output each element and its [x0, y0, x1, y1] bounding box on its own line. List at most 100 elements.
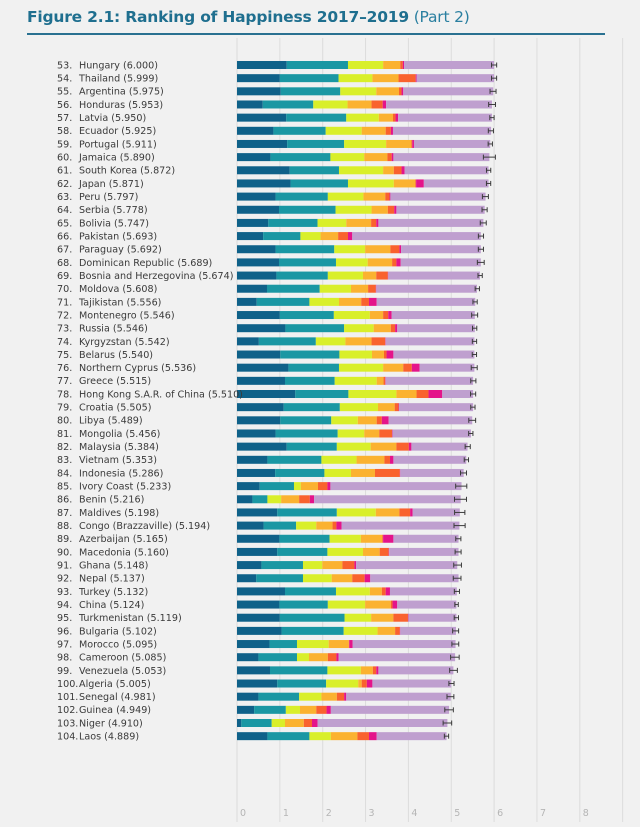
- bar-segment-5: [381, 587, 386, 596]
- bar-row: [237, 508, 466, 517]
- bar-segment-5: [332, 521, 337, 530]
- bar-segment-4: [322, 561, 343, 570]
- bar-segment-4: [321, 692, 337, 701]
- bar-segment-6: [388, 311, 392, 320]
- bar-row: [237, 653, 460, 662]
- country-label: Indonesia (5.286): [79, 468, 163, 479]
- bar-segment-6: [347, 232, 353, 241]
- bar-segment-2: [286, 61, 348, 69]
- bar-segment-1: [237, 600, 280, 609]
- bar-segment-4: [396, 390, 417, 398]
- bar-row: [237, 640, 460, 649]
- bar-segment-4: [386, 139, 412, 148]
- bar-row: [237, 324, 478, 333]
- country-label: South Korea (5.872): [79, 166, 175, 177]
- bar-row: [237, 284, 480, 293]
- bar-segment-1: [237, 403, 284, 412]
- bar-segment-6: [364, 574, 371, 583]
- bar-row: [237, 416, 477, 425]
- bar-segment-7: [404, 166, 489, 175]
- bar-row: [237, 390, 477, 398]
- bar-segment-7: [408, 613, 457, 622]
- bar-segment-5: [379, 429, 393, 438]
- bar-segment-5: [342, 561, 355, 570]
- bar-segment-1: [237, 337, 259, 346]
- bar-segment-7: [398, 113, 492, 122]
- bar-segment-1: [237, 508, 278, 517]
- x-tick-label: 7: [540, 808, 546, 819]
- bar-segment-3: [338, 74, 373, 83]
- x-tick-label: 5: [454, 808, 460, 819]
- country-labels: 53. Hungary (6.000) 54. Thailand (5.999) 55.…: [57, 60, 243, 742]
- bar-segment-5: [352, 574, 365, 583]
- country-label: Latvia (5.950): [79, 113, 146, 124]
- bar-segment-3: [335, 587, 370, 596]
- bar-segment-4: [300, 482, 318, 491]
- bar-segment-6: [381, 416, 389, 425]
- bar-segment-7: [389, 587, 457, 596]
- bar-segment-3: [302, 574, 332, 583]
- bar-segment-7: [396, 205, 485, 214]
- x-tick-label: 6: [497, 808, 503, 819]
- bar-segment-3: [325, 126, 362, 135]
- bar-segment-3: [344, 613, 372, 622]
- bar-segment-3: [338, 166, 384, 175]
- bar-segment-6: [336, 521, 342, 530]
- bar-segment-7: [400, 468, 464, 477]
- bar-row: [237, 561, 462, 570]
- bar-segment-5: [317, 482, 328, 491]
- rank-label: 88.: [57, 521, 72, 532]
- bar-segment-6: [401, 87, 404, 96]
- rank-label: 89.: [57, 534, 72, 545]
- bar-segment-3: [309, 732, 331, 741]
- bar-segment-4: [346, 218, 372, 227]
- bar-segment-5: [376, 271, 388, 280]
- bar-segment-3: [336, 442, 371, 451]
- rank-label: 63.: [57, 192, 72, 203]
- bar-segment-3: [327, 547, 363, 556]
- bar-segment-6: [412, 139, 414, 148]
- country-label: Laos (4.889): [79, 732, 139, 743]
- bar-row: [237, 442, 471, 451]
- bar-segment-4: [360, 534, 383, 543]
- rank-label: 73.: [57, 324, 72, 335]
- bars: [237, 61, 498, 741]
- country-label: Maldives (5.198): [79, 508, 159, 519]
- bar-segment-6: [391, 153, 394, 162]
- x-tick-label: 3: [369, 808, 375, 819]
- bar-segment-3: [344, 324, 374, 333]
- bar-row: [237, 126, 494, 135]
- country-label: Moldova (5.608): [79, 284, 157, 295]
- bar-segment-3: [327, 600, 366, 609]
- bar-segment-7: [401, 245, 481, 254]
- bar-row: [237, 705, 454, 714]
- country-label: Montenegro (5.546): [79, 310, 175, 321]
- bar-row: [237, 613, 459, 622]
- bar-segment-6: [376, 218, 379, 227]
- country-label: Russia (5.546): [79, 324, 148, 335]
- bar-segment-6: [401, 166, 405, 175]
- bar-segment-2: [280, 350, 340, 359]
- bar-segment-7: [378, 218, 484, 227]
- bar-segment-5: [316, 705, 327, 714]
- bar-segment-3: [321, 455, 357, 464]
- bar-segment-5: [398, 74, 416, 83]
- bar-segment-2: [278, 205, 336, 214]
- bar-row: [237, 363, 478, 372]
- bar-row: [237, 534, 462, 543]
- bar-segment-2: [267, 455, 322, 464]
- bar-segment-5: [390, 324, 396, 333]
- rank-label: 78.: [57, 389, 72, 400]
- bar-segment-2: [278, 258, 336, 267]
- country-label: Croatia (5.505): [79, 403, 152, 414]
- rank-label: 58.: [57, 126, 72, 137]
- bar-segment-1: [237, 482, 260, 491]
- bar-segment-4: [378, 113, 393, 122]
- country-label: Cameroon (5.085): [79, 653, 166, 664]
- bar-segment-6: [311, 719, 318, 727]
- bar-row: [237, 626, 460, 635]
- bar-segment-2: [277, 679, 327, 688]
- bar-segment-3: [334, 245, 366, 254]
- bar-segment-3: [271, 719, 285, 727]
- bar-segment-6: [336, 653, 339, 662]
